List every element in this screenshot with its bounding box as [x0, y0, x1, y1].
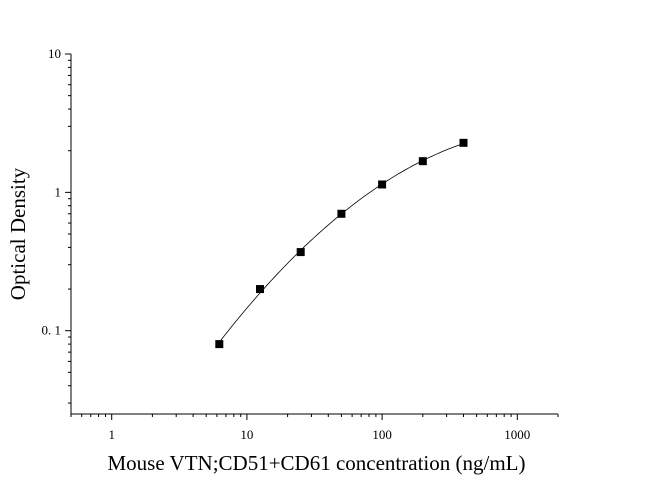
data-point	[256, 285, 265, 294]
x-axis-title: Mouse VTN;CD51+CD61 concentration (ng/mL…	[108, 451, 526, 475]
axes	[70, 54, 558, 415]
y-tick-label: 1	[55, 184, 62, 199]
x-tick-label: 1000	[504, 427, 530, 442]
plot-area	[215, 138, 468, 349]
y-tick-label: 0. 1	[42, 323, 62, 338]
y-axis-title: Optical Density	[6, 167, 30, 300]
data-point	[296, 248, 305, 257]
x-tick-label: 100	[372, 427, 392, 442]
x-tick-label: 1	[108, 427, 115, 442]
fit-curve	[218, 143, 464, 343]
x-tick-label: 10	[240, 427, 253, 442]
data-point	[215, 340, 224, 349]
x-ticks: 1 10 100 1000	[70, 414, 559, 442]
data-point	[337, 209, 346, 218]
data-point	[459, 138, 468, 147]
y-tick-label: 10	[48, 46, 61, 61]
y-ticks: 0. 1 1 10	[42, 46, 71, 404]
data-point	[378, 180, 387, 189]
data-point	[418, 157, 427, 166]
